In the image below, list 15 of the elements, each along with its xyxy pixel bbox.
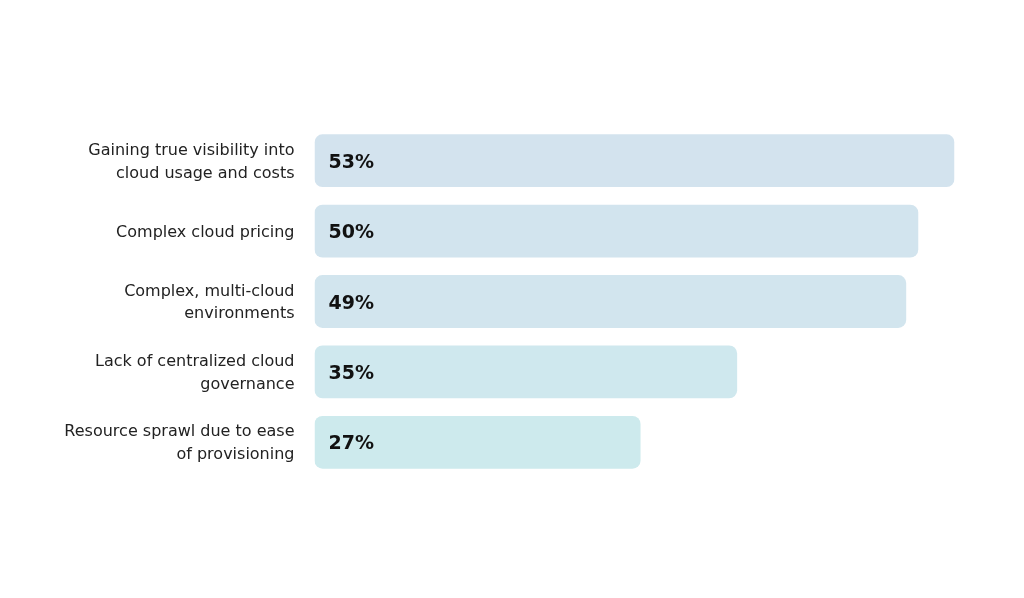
y-tick-label: Resource sprawl due to ease of provisioning	[64, 421, 295, 464]
bar	[314, 204, 919, 258]
y-tick-label: Lack of centralized cloud governance	[94, 351, 295, 393]
bar	[314, 134, 955, 188]
data-label: 50%	[328, 220, 375, 243]
data-label: 27%	[328, 431, 375, 454]
data-label: 53%	[328, 149, 375, 172]
bar	[314, 415, 641, 469]
bar	[314, 275, 907, 328]
bar	[314, 345, 738, 399]
y-tick-label: Complex cloud pricing	[116, 221, 295, 241]
y-tick-label: Complex, multi-cloud environments	[124, 280, 295, 323]
data-label: 49%	[328, 290, 375, 313]
data-label: 35%	[328, 360, 375, 383]
y-tick-label: Gaining true visibility into cloud usage and costs	[88, 139, 295, 182]
